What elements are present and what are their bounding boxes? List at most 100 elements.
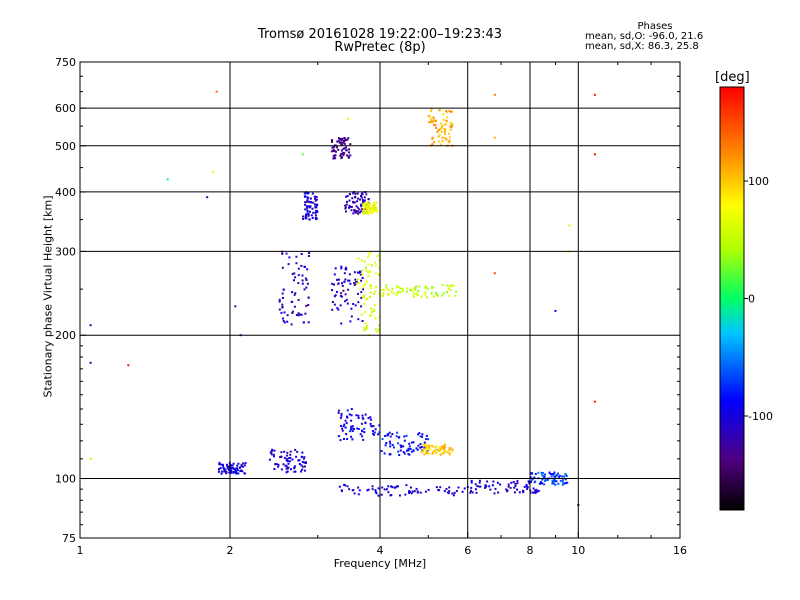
echo-point — [381, 486, 384, 489]
echo-point — [242, 462, 245, 465]
echo-point — [555, 474, 558, 476]
echo-point — [361, 435, 364, 438]
echo-point — [332, 148, 335, 151]
echo-point — [440, 131, 443, 133]
echo-point — [291, 310, 294, 313]
echo-point — [345, 268, 348, 271]
echo-point — [454, 294, 457, 297]
echo-point — [366, 489, 369, 492]
echo-point — [219, 467, 222, 470]
echo-point — [278, 308, 281, 311]
echo-point — [280, 455, 283, 458]
echo-point — [398, 286, 400, 289]
echo-point — [297, 314, 300, 317]
echo-point — [282, 297, 284, 299]
echo-point — [444, 137, 447, 140]
echo-point — [432, 295, 435, 298]
echo-point — [450, 124, 453, 127]
echo-point — [430, 445, 433, 447]
echo-point — [362, 207, 365, 210]
echo-point — [448, 490, 451, 493]
echo-point — [342, 141, 345, 144]
y-tick-label: 400 — [55, 186, 76, 199]
echo-point — [434, 291, 437, 294]
x-tick-label: 4 — [377, 544, 384, 557]
echo-point — [279, 456, 282, 459]
echo-point — [364, 266, 367, 269]
echo-point — [396, 431, 399, 434]
echo-point — [552, 481, 554, 484]
echo-point — [470, 479, 473, 482]
echo-point — [300, 464, 303, 467]
echo-point — [376, 255, 379, 258]
echo-point — [363, 326, 366, 329]
echo-point — [341, 427, 344, 430]
echo-point — [447, 141, 450, 144]
echo-point — [385, 442, 388, 444]
echo-point — [390, 485, 392, 488]
echo-point — [444, 123, 447, 126]
echo-point — [340, 267, 343, 270]
echo-point — [377, 273, 380, 276]
echo-point — [346, 409, 349, 412]
echo-point — [340, 265, 343, 268]
echo-point — [424, 443, 427, 446]
echo-point — [352, 200, 354, 203]
echo-point — [282, 463, 285, 466]
echo-point — [350, 205, 353, 208]
echo-point — [273, 449, 276, 452]
echo-point — [367, 212, 370, 215]
echo-point — [432, 119, 435, 122]
echo-point — [285, 471, 288, 474]
echo-point — [333, 283, 335, 286]
echo-point — [550, 475, 553, 478]
echo-point — [340, 141, 342, 144]
echo-point — [370, 313, 373, 316]
echo-point — [486, 480, 489, 483]
echo-point — [89, 457, 92, 460]
y-tick-label: 300 — [55, 245, 76, 258]
echo-point — [354, 192, 357, 195]
echo-point — [455, 490, 458, 492]
echo-point — [340, 412, 343, 415]
echo-point — [535, 488, 538, 491]
echo-point — [382, 292, 385, 295]
echo-point — [386, 488, 388, 491]
echo-point — [499, 483, 502, 486]
echo-point — [537, 489, 540, 492]
echo-point — [432, 123, 435, 126]
echo-point — [230, 470, 233, 472]
echo-point — [364, 208, 366, 210]
echo-point — [361, 414, 364, 417]
echo-point — [228, 466, 231, 469]
echo-point — [399, 291, 402, 294]
echo-point — [418, 432, 421, 435]
echo-point — [282, 288, 285, 291]
echo-point — [372, 425, 375, 428]
echo-point — [295, 314, 298, 316]
echo-point — [430, 110, 433, 113]
echo-point — [419, 491, 422, 494]
echo-point — [343, 423, 346, 426]
echo-point — [346, 438, 349, 440]
echo-point — [563, 482, 566, 485]
phase-stats: Phases mean, sd,O: -96.0, 21.6 mean, sd,… — [585, 22, 725, 52]
echo-point — [301, 451, 304, 454]
echo-point — [304, 312, 307, 315]
echo-point — [510, 481, 513, 484]
echo-point — [315, 209, 317, 212]
echo-point — [395, 485, 398, 488]
echo-point — [371, 488, 374, 491]
echo-point — [383, 488, 386, 491]
echo-point — [356, 427, 359, 430]
echo-point — [419, 443, 422, 446]
echo-point — [568, 224, 571, 227]
echo-point — [236, 467, 239, 470]
echo-point — [350, 425, 353, 428]
echo-point — [372, 430, 374, 433]
echo-point — [451, 448, 454, 451]
echo-point — [449, 125, 452, 128]
echo-point — [345, 203, 348, 206]
echo-point — [357, 318, 360, 321]
echo-point — [452, 285, 454, 287]
